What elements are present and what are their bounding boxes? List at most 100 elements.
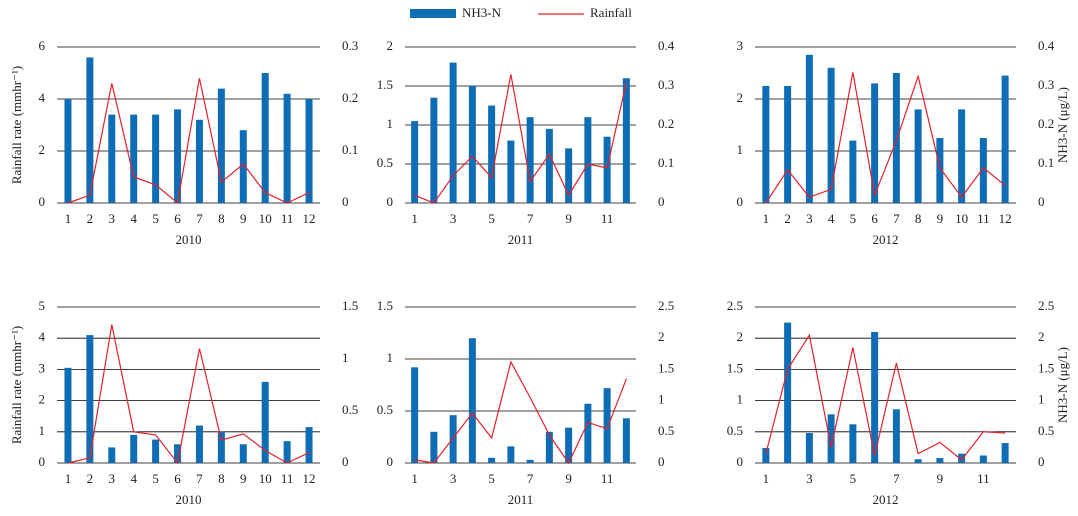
bar <box>762 448 770 463</box>
x-tick-label: 1 <box>763 471 770 486</box>
y-tick-label: 1 <box>737 392 744 407</box>
x-tick-label: 9 <box>240 471 247 486</box>
y2-tick-label: 2 <box>658 329 665 344</box>
x-tick-label: 6 <box>871 211 878 226</box>
bar <box>430 97 438 203</box>
y-axis-label: Rainfall rate (mmhr⁻¹) <box>9 66 24 184</box>
y2-tick-label: 1 <box>342 350 349 365</box>
bar <box>468 86 476 203</box>
x-tick-label: 1 <box>65 471 72 486</box>
bar <box>622 418 630 463</box>
x-tick-label: 11 <box>281 471 294 486</box>
y-tick-label: 0 <box>387 454 394 469</box>
x-tick-label: 3 <box>450 211 457 226</box>
y-tick-label: 3 <box>737 38 744 53</box>
x-tick-label: 5 <box>488 471 495 486</box>
bar <box>805 54 813 203</box>
bar <box>603 136 611 203</box>
bar <box>411 367 419 463</box>
bar <box>526 117 534 203</box>
legend-swatch <box>410 9 456 18</box>
bar <box>526 459 534 463</box>
y2-tick-label: 2.5 <box>1038 298 1054 313</box>
y-tick-label: 0 <box>39 454 46 469</box>
bar <box>849 424 857 463</box>
bar <box>283 441 291 463</box>
bar <box>239 444 247 463</box>
bar <box>152 439 160 463</box>
line <box>414 74 627 204</box>
bar <box>449 62 457 203</box>
bar <box>411 121 419 203</box>
x-tick-label: 4 <box>828 211 835 226</box>
y2-tick-label: 1.5 <box>1038 360 1054 375</box>
x-tick-label: 10 <box>259 211 272 226</box>
y2-tick-label: 0.2 <box>342 90 358 105</box>
y-tick-label: 1.5 <box>377 77 393 92</box>
x-tick-label: 3 <box>109 471 116 486</box>
y2-tick-label: 0 <box>658 454 665 469</box>
y-tick-label: 4 <box>39 329 46 344</box>
y2-tick-label: 0 <box>342 454 349 469</box>
y2-axis-label: NH3-N (μg/L) <box>1055 87 1070 163</box>
x-tick-label: 8 <box>218 471 225 486</box>
line <box>765 72 1006 204</box>
bar <box>979 455 987 463</box>
bar <box>239 130 247 203</box>
x-tick-label: 7 <box>893 471 900 486</box>
bar <box>914 109 922 203</box>
bar <box>762 86 770 203</box>
x-tick-label: 1 <box>763 211 770 226</box>
x-tick-label: 1 <box>411 211 418 226</box>
y2-tick-label: 1 <box>658 392 665 407</box>
bar <box>86 57 94 204</box>
bar <box>195 425 203 463</box>
bar <box>958 109 966 203</box>
y2-tick-label: 0.2 <box>1038 116 1054 131</box>
legend-label: NH3-N <box>462 5 502 20</box>
x-tick-label: 11 <box>601 211 614 226</box>
bar <box>784 86 792 203</box>
x-tick-label: 7 <box>196 211 203 226</box>
x-tick-label: 7 <box>527 471 534 486</box>
y2-tick-label: 0.1 <box>658 155 674 170</box>
bar <box>545 128 553 203</box>
x-tick-label: 8 <box>218 211 225 226</box>
y2-tick-label: 0.5 <box>1038 423 1054 438</box>
x-axis-label: 2011 <box>508 232 534 247</box>
x-tick-label: 12 <box>303 211 316 226</box>
y-tick-label: 2 <box>737 329 744 344</box>
x-tick-label: 11 <box>281 211 294 226</box>
bar <box>545 431 553 463</box>
y-tick-label: 0 <box>39 194 46 209</box>
y-tick-label: 4 <box>39 90 46 105</box>
x-tick-label: 11 <box>977 211 990 226</box>
x-tick-label: 9 <box>565 211 572 226</box>
y-tick-label: 0.5 <box>377 402 393 417</box>
x-tick-label: 5 <box>152 211 159 226</box>
x-tick-label: 2 <box>784 211 791 226</box>
bar <box>565 427 573 463</box>
bar <box>217 431 225 463</box>
bar <box>892 409 900 463</box>
y2-tick-label: 0.1 <box>342 142 358 157</box>
bar <box>261 73 269 203</box>
x-tick-label: 4 <box>130 471 137 486</box>
y-tick-label: 5 <box>39 298 46 313</box>
y-tick-label: 6 <box>39 38 46 53</box>
bar <box>261 381 269 463</box>
x-tick-label: 1 <box>65 211 72 226</box>
line <box>414 360 627 465</box>
x-tick-label: 12 <box>303 471 316 486</box>
bar <box>871 331 879 463</box>
x-axis-label: 2011 <box>508 492 534 507</box>
y2-tick-label: 0 <box>658 194 665 209</box>
x-tick-label: 7 <box>893 211 900 226</box>
x-tick-label: 3 <box>806 471 813 486</box>
bar <box>849 140 857 203</box>
y-tick-label: 0.5 <box>377 155 393 170</box>
bar <box>108 447 116 463</box>
line <box>67 324 310 465</box>
y-tick-label: 2 <box>39 142 46 157</box>
x-tick-label: 9 <box>937 471 944 486</box>
